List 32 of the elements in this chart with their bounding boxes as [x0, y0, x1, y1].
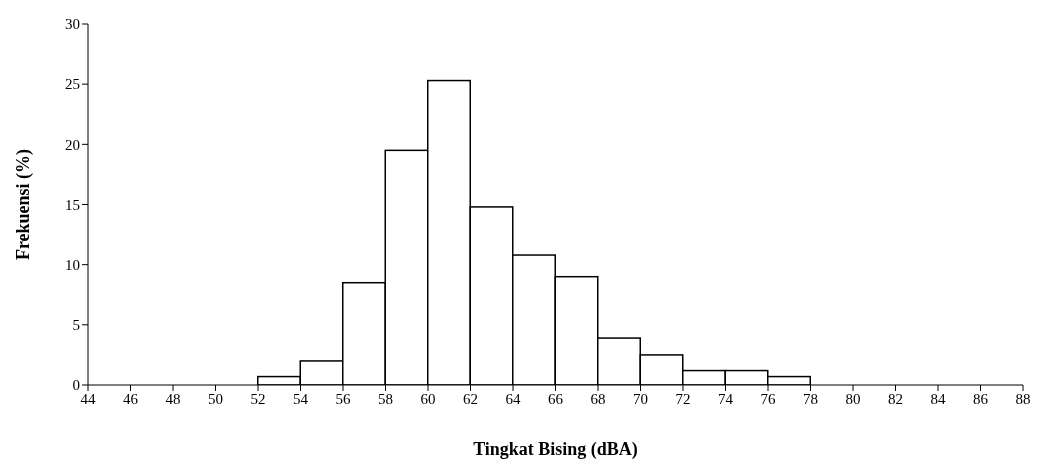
- y-tick-label: 5: [72, 317, 80, 334]
- y-tick-label: 0: [72, 377, 80, 394]
- y-tick-label: 25: [65, 76, 80, 93]
- x-tick-label: 48: [165, 390, 181, 407]
- y-tick-label: 10: [65, 256, 80, 273]
- x-tick-label: 52: [250, 390, 266, 407]
- x-tick-label: 54: [293, 390, 309, 407]
- x-tick-label: 82: [888, 390, 903, 407]
- x-tick-label: 84: [930, 390, 946, 407]
- x-tick-label: 56: [335, 390, 351, 407]
- x-tick-label: 58: [378, 390, 393, 407]
- x-tick-label: 64: [505, 390, 521, 407]
- x-tick-label: 70: [633, 390, 648, 407]
- x-tick-label: 62: [463, 390, 478, 407]
- x-tick-label: 86: [973, 390, 989, 407]
- x-tick-label: 72: [675, 390, 691, 407]
- x-tick-label: 50: [208, 390, 223, 407]
- x-tick-label: 44: [80, 390, 96, 407]
- y-axis-title: Frekuensi (%): [13, 148, 35, 261]
- x-tick-label: 68: [590, 390, 606, 407]
- x-tick-label: 76: [760, 390, 776, 407]
- x-tick-label: 66: [548, 390, 564, 407]
- y-tick-label: 20: [65, 136, 80, 153]
- x-tick-label: 46: [123, 390, 139, 407]
- x-tick-label: 78: [803, 390, 818, 407]
- x-tick-label: 60: [420, 390, 436, 407]
- x-tick-label: 88: [1015, 390, 1031, 407]
- y-tick-label: 15: [65, 196, 80, 213]
- x-tick-label: 74: [718, 390, 734, 407]
- x-axis-title: Tingkat Bising (dBA): [473, 439, 638, 460]
- x-tick-label: 80: [845, 390, 861, 407]
- y-tick-label: 30: [65, 16, 80, 33]
